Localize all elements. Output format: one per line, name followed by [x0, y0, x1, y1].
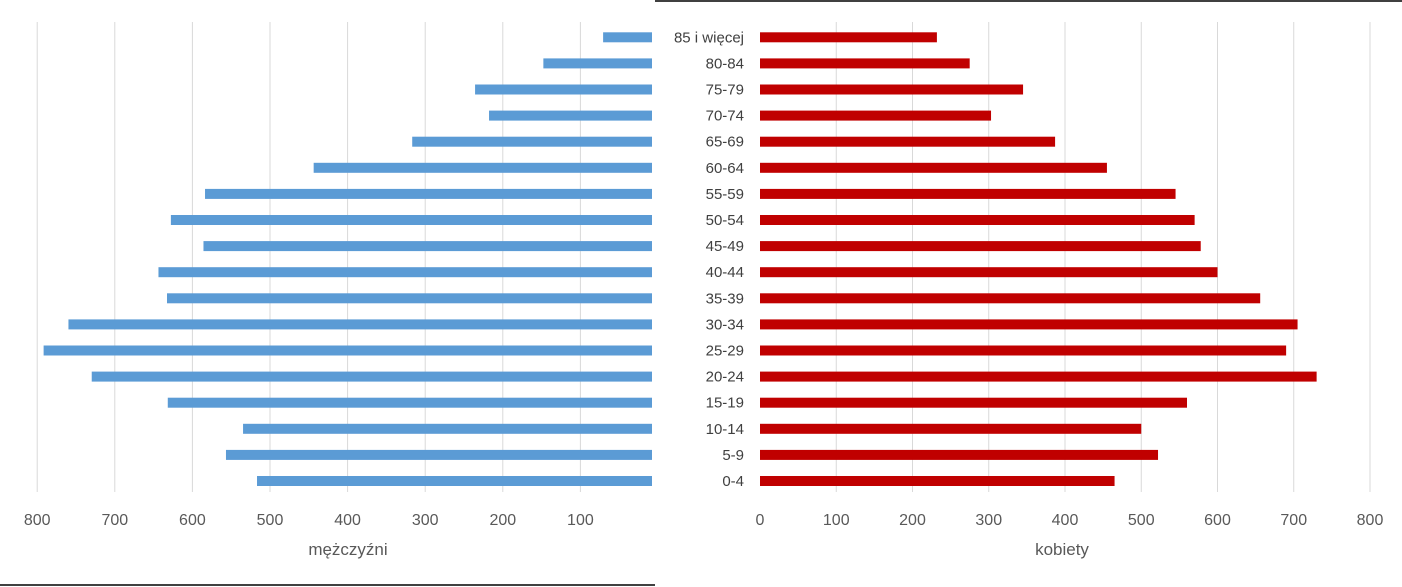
- age-group-label: 45-49: [706, 238, 744, 255]
- age-group-label: 80-84: [706, 55, 744, 72]
- men-bar: [257, 476, 652, 486]
- men-bar: [475, 84, 652, 95]
- age-group-label: 85 i więcej: [674, 29, 744, 46]
- women-bars: [760, 32, 1317, 486]
- men-x-tick-label: 100: [567, 512, 594, 529]
- age-group-label: 70-74: [706, 108, 744, 125]
- women-bar: [760, 84, 1024, 95]
- women-bar: [760, 371, 1317, 382]
- men-bar: [167, 397, 652, 408]
- men-bar: [68, 319, 652, 330]
- men-bar: [203, 241, 653, 252]
- women-bar: [760, 32, 937, 43]
- age-group-label: 0-4: [722, 473, 744, 490]
- women-x-tick-label: 700: [1280, 512, 1307, 529]
- women-bar: [760, 423, 1142, 434]
- women-bar: [760, 136, 1056, 147]
- men-gridlines: [36, 22, 581, 492]
- age-group-label: 60-64: [706, 160, 744, 177]
- men-x-tick-label: 400: [334, 512, 361, 529]
- women-x-tick-label: 0: [756, 512, 765, 529]
- age-group-label: 20-24: [706, 369, 744, 386]
- women-bar: [760, 162, 1107, 173]
- age-group-label: 10-14: [706, 421, 744, 438]
- men-bar: [91, 371, 652, 382]
- men-bar: [543, 58, 652, 69]
- age-group-label: 75-79: [706, 82, 744, 99]
- men-bar: [167, 293, 652, 304]
- men-x-axis-ticks: 800 700 600 500 400 300 200 100: [24, 512, 594, 529]
- women-axis-title: kobiety: [1035, 540, 1089, 559]
- women-x-tick-label: 300: [975, 512, 1002, 529]
- women-x-tick-label: 200: [899, 512, 926, 529]
- men-bar: [225, 449, 652, 460]
- women-x-tick-label: 400: [1052, 512, 1079, 529]
- women-bar: [760, 476, 1115, 486]
- women-bar: [760, 319, 1298, 330]
- men-bar: [243, 423, 652, 434]
- men-bar: [43, 345, 652, 356]
- women-x-tick-label: 500: [1128, 512, 1155, 529]
- men-x-tick-label: 300: [412, 512, 439, 529]
- age-group-label: 50-54: [706, 212, 744, 229]
- men-bars: [43, 32, 653, 486]
- women-bar: [760, 215, 1195, 225]
- men-bar: [603, 32, 652, 43]
- women-x-tick-label: 600: [1204, 512, 1231, 529]
- men-bar: [205, 188, 653, 199]
- men-bar: [412, 136, 652, 147]
- women-bar: [760, 293, 1261, 304]
- men-bar: [170, 215, 652, 225]
- age-group-label: 25-29: [706, 343, 744, 360]
- women-bar: [760, 397, 1187, 408]
- age-group-label: 5-9: [722, 447, 744, 464]
- age-group-labels: 0-4 5-9 10-14 15-19 20-24 25-29 30-34 35-39 40-4…: [674, 29, 744, 490]
- age-group-label: 40-44: [706, 264, 744, 281]
- women-bar: [760, 188, 1176, 199]
- men-x-tick-label: 500: [257, 512, 284, 529]
- age-group-label: 30-34: [706, 316, 744, 333]
- women-bar: [760, 267, 1218, 278]
- men-x-tick-label: 800: [24, 512, 51, 529]
- women-bar: [760, 345, 1287, 356]
- men-x-tick-label: 700: [101, 512, 128, 529]
- men-bar: [158, 267, 653, 278]
- men-bar: [489, 110, 652, 121]
- men-x-tick-label: 200: [489, 512, 516, 529]
- women-x-tick-label: 800: [1357, 512, 1384, 529]
- women-x-axis-ticks: 0 100 200 300 400 500 600 700 800: [756, 512, 1384, 529]
- men-axis-title: mężczyźni: [308, 540, 387, 559]
- women-bar: [760, 58, 970, 69]
- men-x-tick-label: 600: [179, 512, 206, 529]
- women-bar: [760, 449, 1159, 460]
- age-group-label: 35-39: [706, 290, 744, 307]
- age-group-label: 15-19: [706, 395, 744, 412]
- women-gridlines: [835, 22, 1371, 492]
- women-bar: [760, 110, 992, 121]
- age-group-label: 55-59: [706, 186, 744, 203]
- women-bar: [760, 241, 1201, 252]
- women-x-tick-label: 100: [823, 512, 850, 529]
- age-group-label: 65-69: [706, 134, 744, 151]
- men-bar: [313, 162, 652, 173]
